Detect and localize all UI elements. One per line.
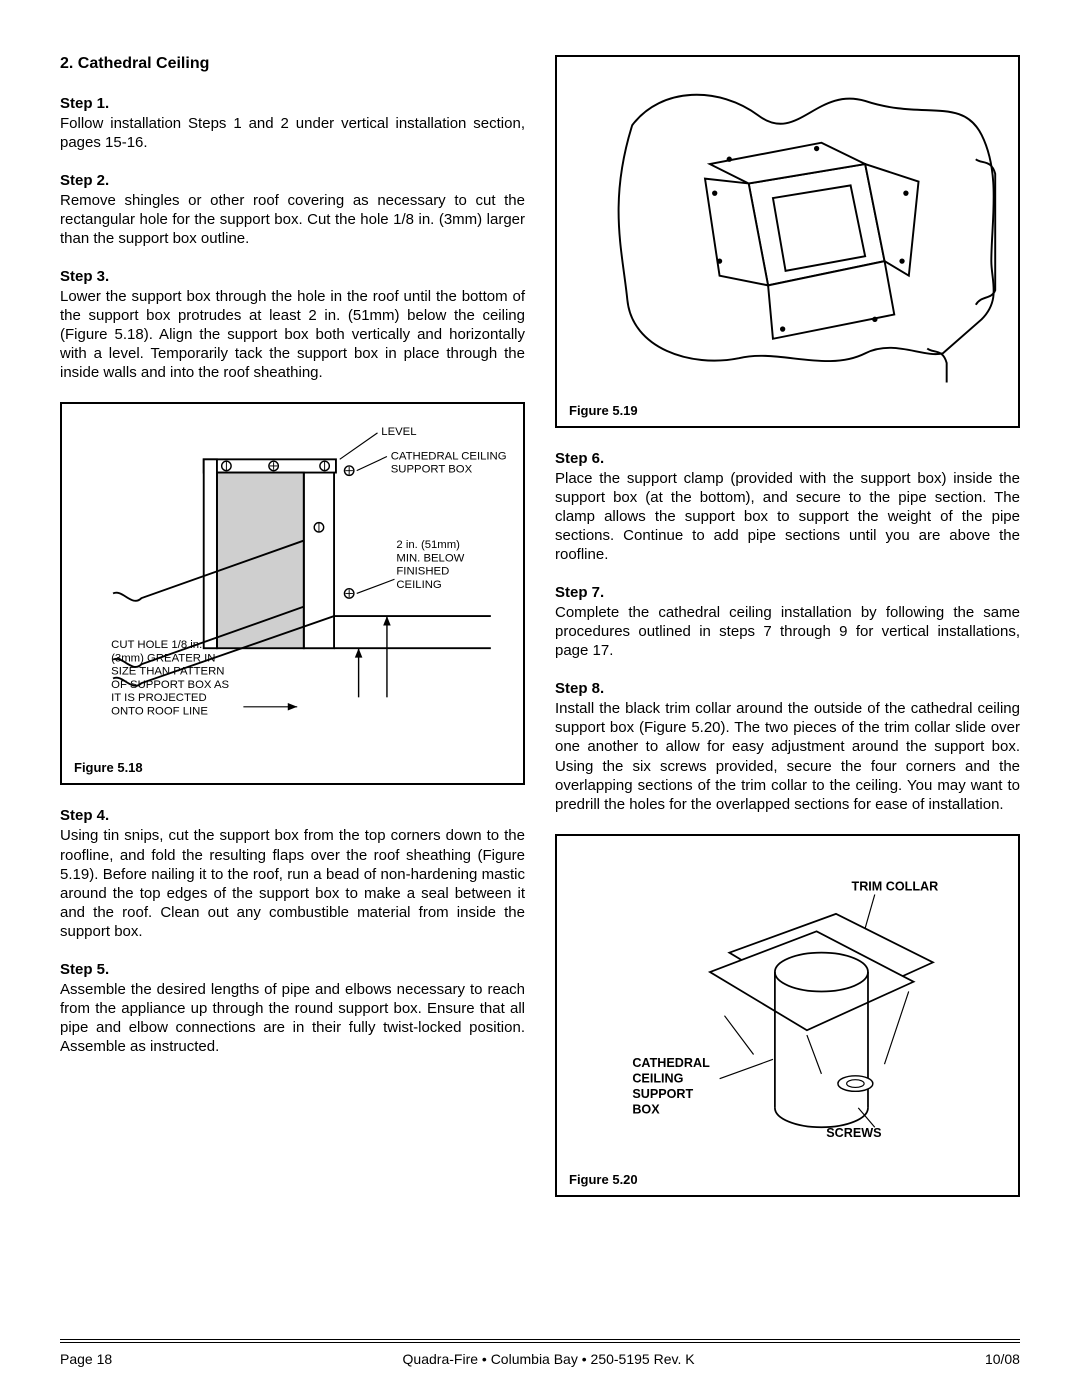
step3-body: Lower the support box through the hole i… [60,287,525,382]
page-footer: Page 18 Quadra-Fire • Columbia Bay • 250… [60,1339,1020,1367]
label-level: LEVEL [381,426,416,438]
right-column: Figure 5.19 Step 6. Place the support cl… [555,55,1020,1219]
label-screws: SCREWS [826,1126,881,1140]
footer-page: Page 18 [60,1351,112,1367]
step3-label: Step 3. [60,268,525,285]
step4-body: Using tin snips, cut the support box fro… [60,826,525,940]
step5-label: Step 5. [60,961,525,978]
label-cut3: SIZE THAN PATTERN [111,666,224,678]
label-cut5: IT IS PROJECTED [111,693,206,705]
label-min2: MIN. BELOW [396,553,464,565]
label-csb1: CATHEDRAL CEILING [391,451,507,463]
figure-5-18-svg: LEVEL CATHEDRAL CEILING SUPPORT BOX 2 in… [74,414,511,754]
label-min1: 2 in. (51mm) [396,540,460,552]
step7-body: Complete the cathedral ceiling installat… [555,603,1020,660]
left-column: 2. Cathedral Ceiling Step 1. Follow inst… [60,55,525,1219]
step8-body: Install the black trim collar around the… [555,699,1020,813]
figure-5-19-caption: Figure 5.19 [569,403,1006,418]
label-csb2: SUPPORT BOX [391,464,473,476]
label-min4: CEILING [396,579,441,591]
step2-body: Remove shingles or other roof covering a… [60,191,525,248]
figure-5-18: LEVEL CATHEDRAL CEILING SUPPORT BOX 2 in… [60,402,525,785]
step7-label: Step 7. [555,584,1020,601]
label-csb-3: SUPPORT [632,1087,693,1101]
label-min3: FINISHED [396,566,449,578]
step5-body: Assemble the desired lengths of pipe and… [60,980,525,1056]
figure-5-18-caption: Figure 5.18 [74,760,511,775]
label-csb-1: CATHEDRAL [632,1056,710,1070]
step8-label: Step 8. [555,680,1020,697]
step2-label: Step 2. [60,172,525,189]
figure-5-19-svg [569,67,1006,397]
section-title: 2. Cathedral Ceiling [60,55,525,73]
step1-body: Follow installation Steps 1 and 2 under … [60,114,525,152]
figure-5-20-svg: TRIM COLLAR CATHEDRAL CEILING SUPPORT BO… [569,846,1006,1166]
footer-date: 10/08 [985,1351,1020,1367]
step4-label: Step 4. [60,807,525,824]
figure-5-20: TRIM COLLAR CATHEDRAL CEILING SUPPORT BO… [555,834,1020,1197]
label-csb-2: CEILING [632,1071,683,1085]
label-cut4: OF SUPPORT BOX AS [111,679,229,691]
figure-5-19: Figure 5.19 [555,55,1020,428]
label-cut2: (3mm) GREATER IN [111,653,215,665]
step1-label: Step 1. [60,95,525,112]
label-cut1: CUT HOLE 1/8 in. [111,640,202,652]
figure-5-20-caption: Figure 5.20 [569,1172,1006,1187]
step6-label: Step 6. [555,450,1020,467]
footer-center: Quadra-Fire • Columbia Bay • 250-5195 Re… [403,1351,695,1367]
label-csb-4: BOX [632,1102,660,1116]
label-trim: TRIM COLLAR [852,879,939,893]
label-cut6: ONTO ROOF LINE [111,706,208,718]
step6-body: Place the support clamp (provided with t… [555,469,1020,564]
